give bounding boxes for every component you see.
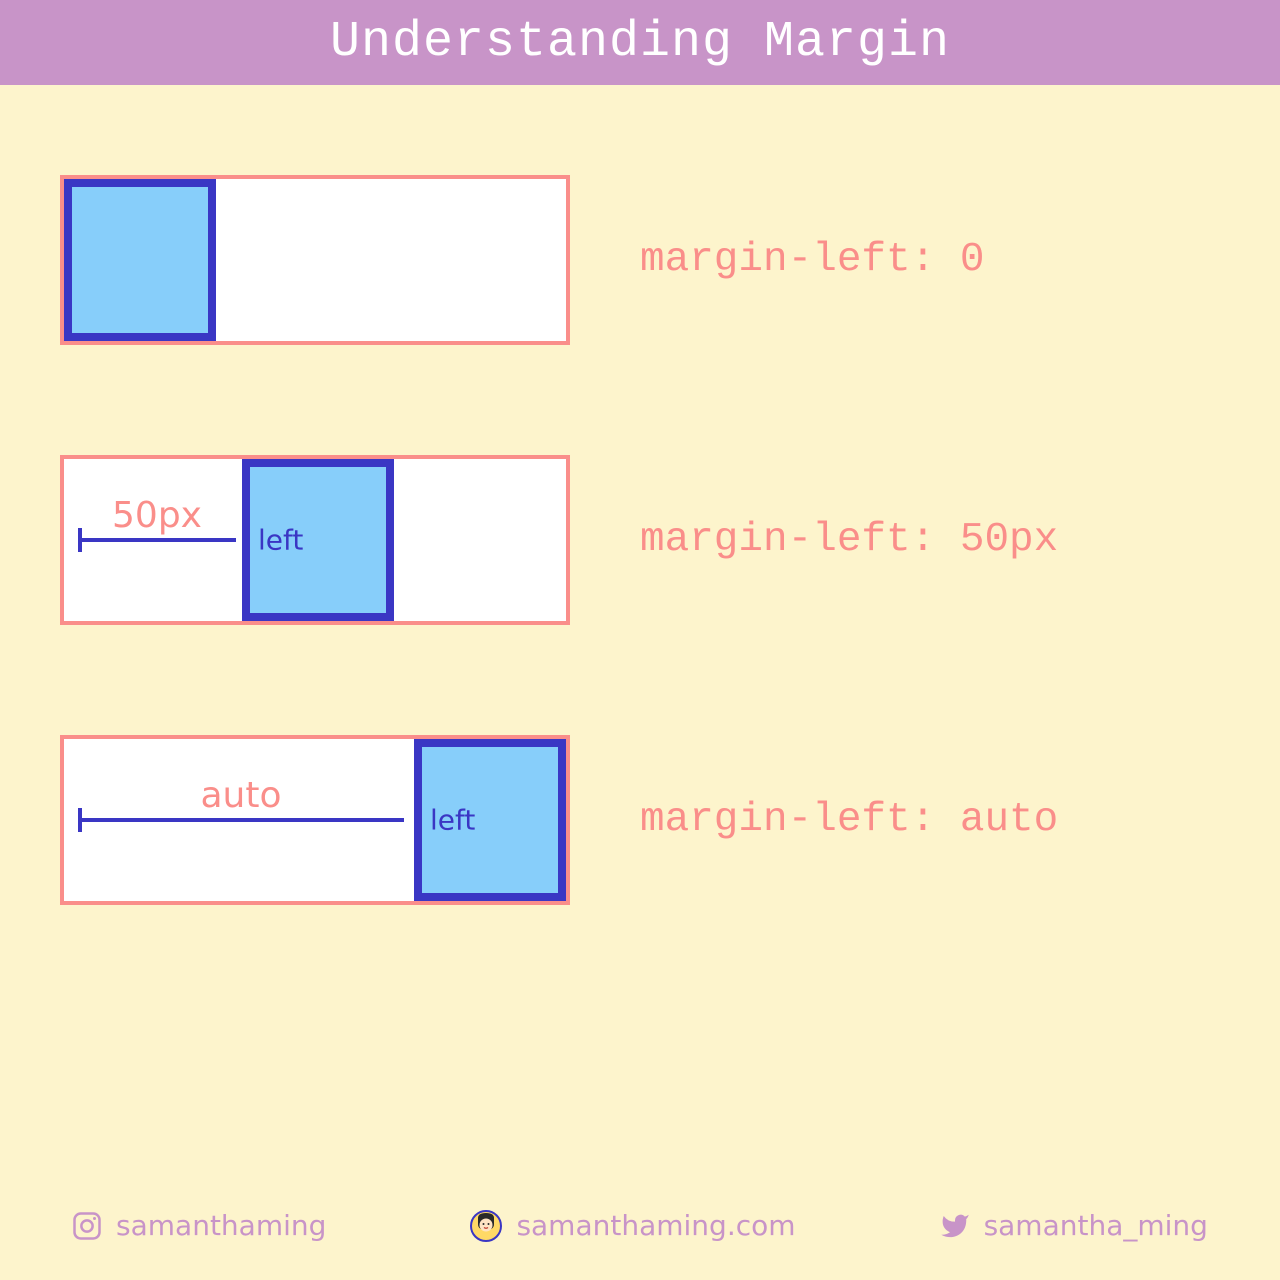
website-link[interactable]: samanthaming.com [470, 1209, 795, 1242]
measure-label: 50px [78, 495, 236, 536]
demo-container-0 [60, 175, 570, 345]
box-label: left [430, 804, 475, 837]
demo-container-2: auto left [60, 735, 570, 905]
example-caption: margin-left: auto [640, 797, 1058, 843]
example-row: 50px left margin-left: 50px [60, 455, 1220, 625]
example-row: auto left margin-left: auto [60, 735, 1220, 905]
twitter-handle: samantha_ming [984, 1209, 1208, 1242]
example-caption: margin-left: 50px [640, 517, 1058, 563]
page-title: Understanding Margin [330, 14, 950, 71]
instagram-icon [72, 1211, 102, 1241]
footer: samanthaming samanthaming.com samantha_m… [0, 1209, 1280, 1242]
website-url: samanthaming.com [516, 1209, 795, 1242]
instagram-link[interactable]: samanthaming [72, 1209, 326, 1242]
box-label: left [258, 524, 303, 557]
content-area: margin-left: 0 50px left margin-left: 50… [0, 85, 1280, 905]
header-bar: Understanding Margin [0, 0, 1280, 85]
margin-measure: 50px [78, 510, 236, 570]
margin-box: left [242, 459, 394, 621]
margin-box [64, 179, 216, 341]
margin-measure: auto [78, 790, 404, 850]
twitter-icon [940, 1211, 970, 1241]
twitter-link[interactable]: samantha_ming [940, 1209, 1208, 1242]
instagram-handle: samanthaming [116, 1209, 326, 1242]
example-row: margin-left: 0 [60, 175, 1220, 345]
example-caption: margin-left: 0 [640, 237, 984, 283]
margin-box: left [414, 739, 566, 901]
demo-container-1: 50px left [60, 455, 570, 625]
avatar-icon [470, 1210, 502, 1242]
measure-label: auto [78, 775, 404, 816]
